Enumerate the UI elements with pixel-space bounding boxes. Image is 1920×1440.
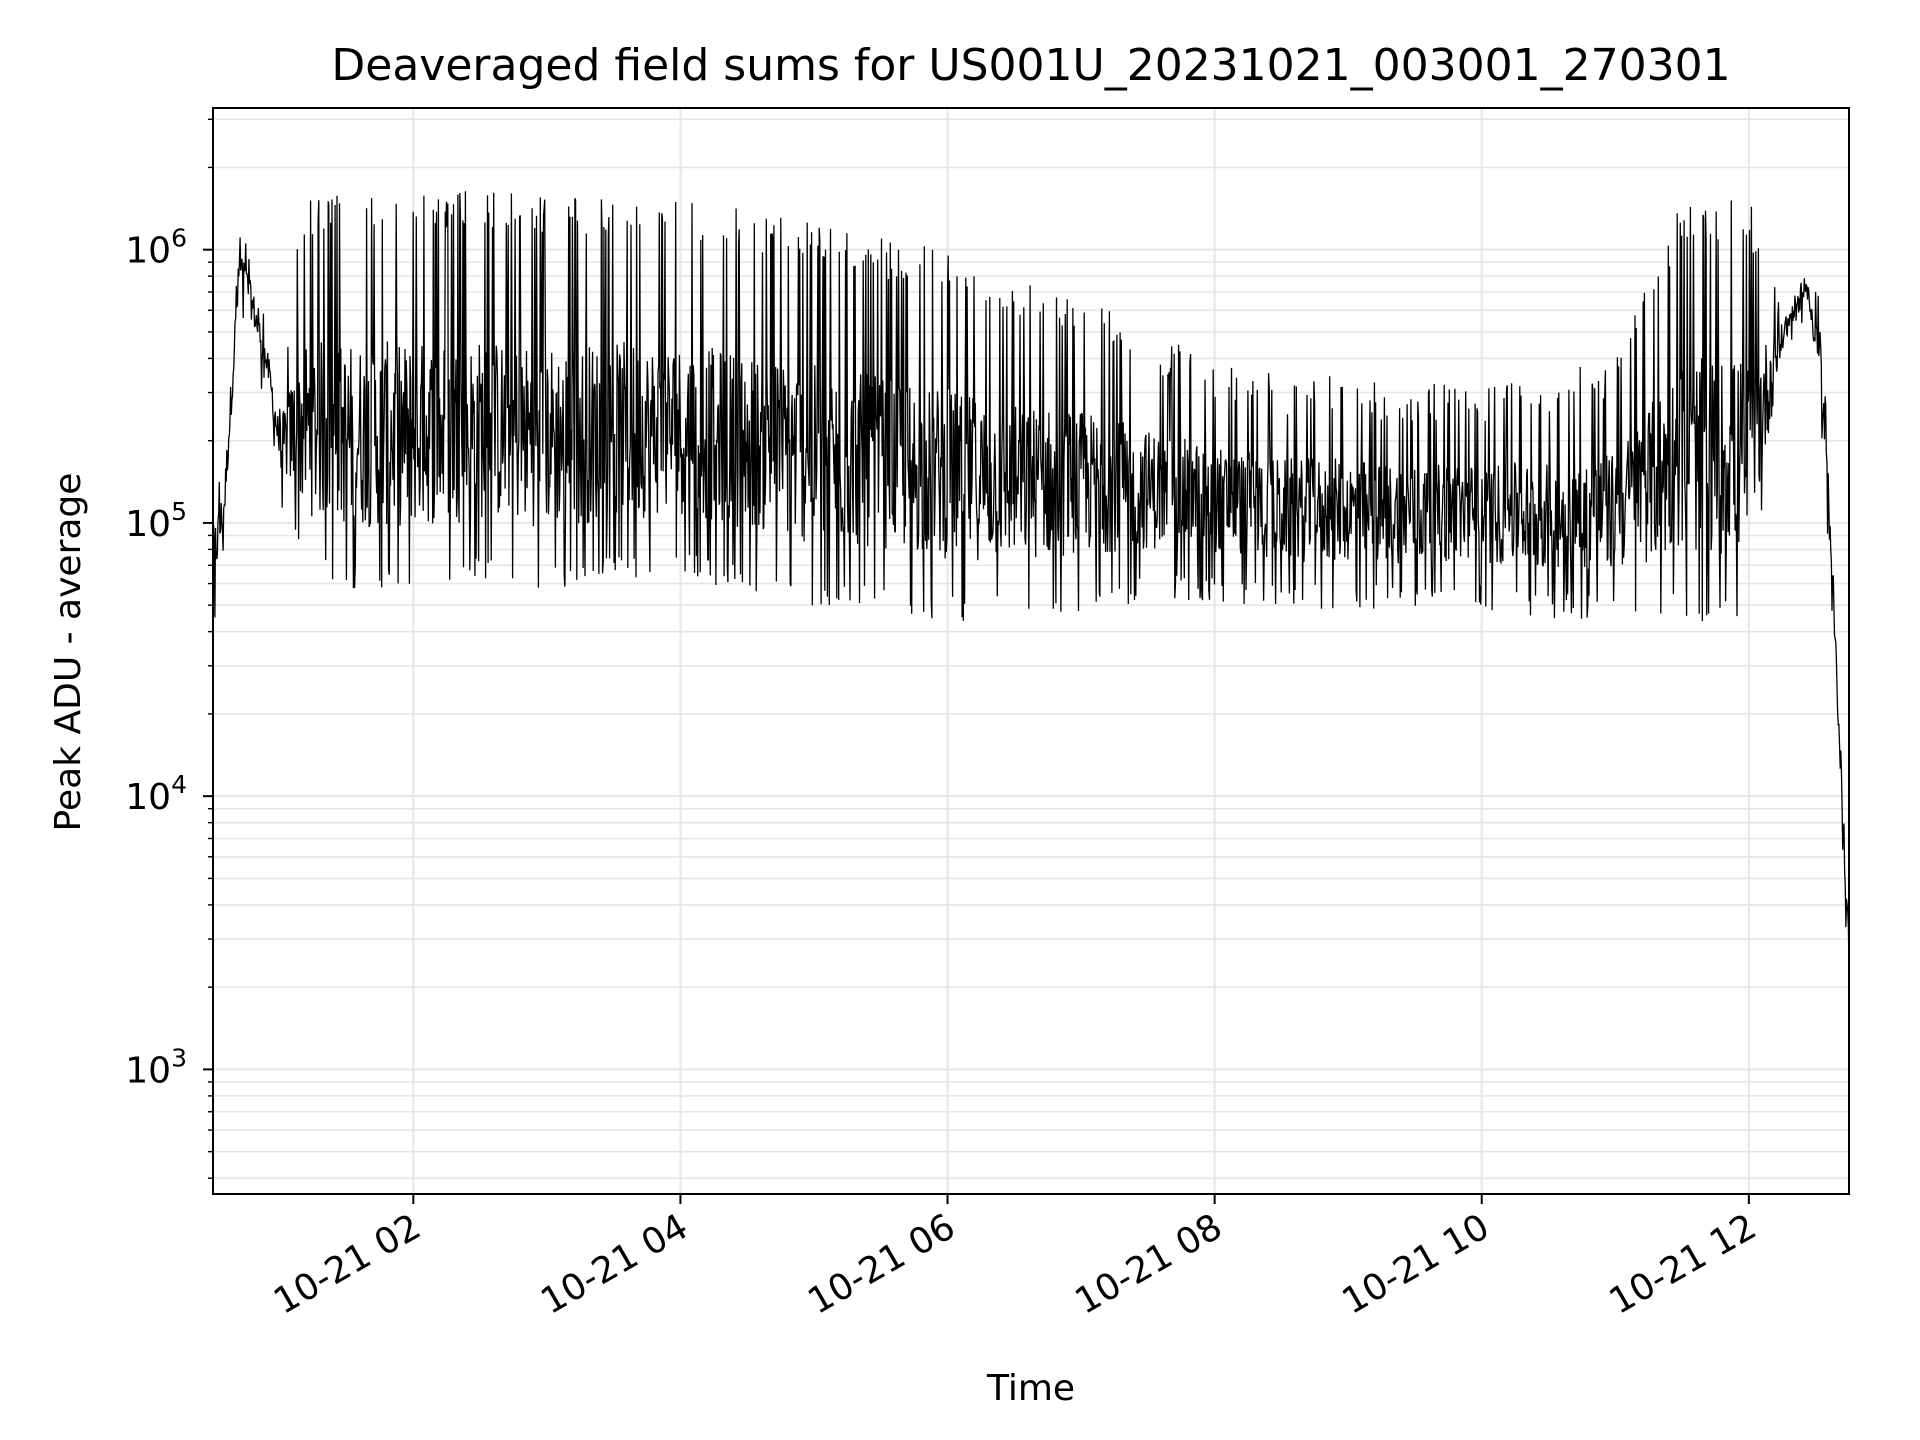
y-tick-label: 106 — [125, 224, 187, 272]
y-tick-label: 104 — [125, 770, 187, 818]
axes-frame — [212, 107, 1850, 1195]
y-axis-label: Peak ADU - average — [48, 473, 89, 832]
y-tick-label: 105 — [125, 497, 187, 545]
series-line — [212, 191, 1850, 969]
x-axis-label: Time — [986, 1368, 1075, 1409]
y-tick-label: 103 — [125, 1043, 187, 1091]
chart-title: Deaveraged field sums for US001U_2023102… — [331, 40, 1730, 91]
